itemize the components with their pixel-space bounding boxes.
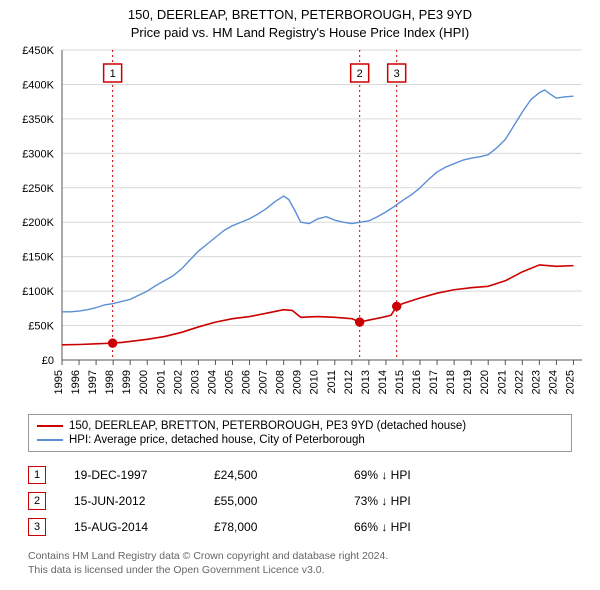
svg-text:2025: 2025 bbox=[564, 370, 576, 394]
legend-swatch bbox=[37, 425, 63, 427]
svg-text:2006: 2006 bbox=[241, 370, 253, 394]
sale-row: 3 15-AUG-2014£78,00066% ↓ HPI bbox=[28, 514, 572, 540]
chart-container: 150, DEERLEAP, BRETTON, PETERBOROUGH, PE… bbox=[0, 0, 600, 590]
svg-text:£50K: £50K bbox=[28, 321, 54, 333]
footer-line-2: This data is licensed under the Open Gov… bbox=[28, 564, 572, 578]
svg-text:2019: 2019 bbox=[462, 370, 474, 394]
legend-item: 150, DEERLEAP, BRETTON, PETERBOROUGH, PE… bbox=[37, 419, 563, 433]
title-line-1: 150, DEERLEAP, BRETTON, PETERBOROUGH, PE… bbox=[0, 6, 600, 24]
svg-text:2022: 2022 bbox=[513, 370, 525, 394]
sales-table: 1 19-DEC-1997£24,50069% ↓ HPI 2 15-JUN-2012… bbox=[28, 462, 572, 540]
svg-text:£150K: £150K bbox=[22, 252, 54, 264]
svg-text:£0: £0 bbox=[42, 355, 54, 367]
svg-text:2007: 2007 bbox=[258, 370, 270, 394]
sale-date: 15-JUN-2012 bbox=[74, 494, 214, 508]
svg-text:2001: 2001 bbox=[155, 370, 167, 394]
svg-text:2000: 2000 bbox=[138, 370, 150, 394]
sale-hpi-delta: 73% ↓ HPI bbox=[354, 494, 411, 508]
sale-marker-box: 2 bbox=[28, 492, 46, 510]
legend-label: 150, DEERLEAP, BRETTON, PETERBOROUGH, PE… bbox=[69, 420, 466, 432]
svg-text:2008: 2008 bbox=[275, 370, 287, 394]
svg-text:2020: 2020 bbox=[479, 370, 491, 394]
svg-text:£400K: £400K bbox=[22, 79, 54, 91]
svg-text:£300K: £300K bbox=[22, 148, 54, 160]
title-line-2: Price paid vs. HM Land Registry's House … bbox=[0, 24, 600, 42]
sale-date: 15-AUG-2014 bbox=[74, 520, 214, 534]
svg-text:2018: 2018 bbox=[445, 370, 457, 394]
line-chart-svg: £0 £50K £100K £150K £200K £250K £300K £350K £400… bbox=[0, 44, 600, 406]
sale-row: 1 19-DEC-1997£24,50069% ↓ HPI bbox=[28, 462, 572, 488]
sale-hpi-delta: 69% ↓ HPI bbox=[354, 468, 411, 482]
sale-marker-box: 3 bbox=[28, 518, 46, 536]
svg-text:2: 2 bbox=[357, 68, 363, 80]
sale-price: £24,500 bbox=[214, 468, 354, 482]
svg-text:2011: 2011 bbox=[326, 370, 338, 394]
svg-text:2023: 2023 bbox=[530, 370, 542, 394]
legend-label: HPI: Average price, detached house, City… bbox=[69, 434, 365, 446]
svg-text:2015: 2015 bbox=[394, 370, 406, 394]
svg-text:1997: 1997 bbox=[87, 370, 99, 394]
svg-text:1996: 1996 bbox=[70, 370, 82, 394]
svg-text:3: 3 bbox=[394, 68, 400, 80]
legend: 150, DEERLEAP, BRETTON, PETERBOROUGH, PE… bbox=[28, 414, 572, 452]
footer-line-1: Contains HM Land Registry data © Crown c… bbox=[28, 550, 572, 564]
svg-text:1: 1 bbox=[110, 68, 116, 80]
title-block: 150, DEERLEAP, BRETTON, PETERBOROUGH, PE… bbox=[0, 0, 600, 41]
svg-text:£450K: £450K bbox=[22, 45, 54, 57]
sale-marker-box: 1 bbox=[28, 466, 46, 484]
svg-text:2003: 2003 bbox=[189, 370, 201, 394]
sale-hpi-delta: 66% ↓ HPI bbox=[354, 520, 411, 534]
svg-text:2004: 2004 bbox=[206, 370, 218, 394]
legend-item: HPI: Average price, detached house, City… bbox=[37, 433, 563, 447]
svg-text:1995: 1995 bbox=[53, 370, 65, 394]
svg-text:2005: 2005 bbox=[223, 370, 235, 394]
svg-text:2016: 2016 bbox=[411, 370, 423, 394]
chart-area: £0 £50K £100K £150K £200K £250K £300K £350K £400… bbox=[0, 44, 600, 406]
sale-row: 2 15-JUN-2012£55,00073% ↓ HPI bbox=[28, 488, 572, 514]
sale-price: £78,000 bbox=[214, 520, 354, 534]
svg-text:2013: 2013 bbox=[360, 370, 372, 394]
svg-text:1999: 1999 bbox=[121, 370, 133, 394]
svg-text:2021: 2021 bbox=[496, 370, 508, 394]
svg-text:2017: 2017 bbox=[428, 370, 440, 394]
svg-text:1998: 1998 bbox=[104, 370, 116, 394]
svg-text:£200K: £200K bbox=[22, 217, 54, 229]
footer-attribution: Contains HM Land Registry data © Crown c… bbox=[28, 550, 572, 577]
svg-text:2012: 2012 bbox=[343, 370, 355, 394]
svg-text:2014: 2014 bbox=[377, 370, 389, 394]
sale-date: 19-DEC-1997 bbox=[74, 468, 214, 482]
legend-swatch bbox=[37, 439, 63, 441]
sale-price: £55,000 bbox=[214, 494, 354, 508]
svg-text:2010: 2010 bbox=[309, 370, 321, 394]
svg-text:2009: 2009 bbox=[292, 370, 304, 394]
svg-text:£350K: £350K bbox=[22, 114, 54, 126]
svg-text:£250K: £250K bbox=[22, 183, 54, 195]
svg-text:£100K: £100K bbox=[22, 286, 54, 298]
svg-text:2002: 2002 bbox=[172, 370, 184, 394]
svg-text:2024: 2024 bbox=[547, 370, 559, 394]
